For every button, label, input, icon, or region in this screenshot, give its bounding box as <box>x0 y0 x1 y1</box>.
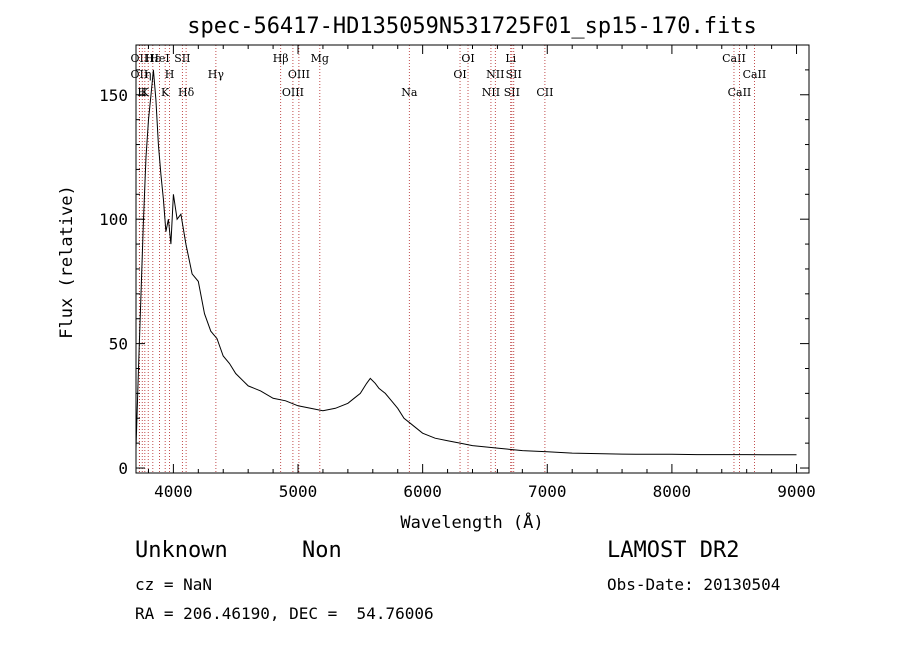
line-marker-label: OI <box>453 68 466 81</box>
y-tick-label: 0 <box>118 459 128 478</box>
x-tick-label: 4000 <box>154 482 193 501</box>
chart-title: spec-56417-HD135059N531725F01_sp15-170.f… <box>187 14 757 39</box>
x-tick-label: 9000 <box>777 482 816 501</box>
line-marker-label: CaII <box>722 52 746 65</box>
x-tick-label: 5000 <box>279 482 318 501</box>
axis-ticks: 4000 5000 6000 7000 8000 9000 0 50 100 150 <box>99 45 816 501</box>
obs-date-text: Obs-Date: 20130504 <box>607 575 781 594</box>
line-marker-label: H <box>137 86 147 99</box>
line-marker-label: Hδ <box>178 86 195 99</box>
y-tick-label: 100 <box>99 210 128 229</box>
line-marker-label: OII <box>131 68 149 81</box>
spectrum-series-line <box>135 69 797 456</box>
line-marker-label: CaII <box>743 68 767 81</box>
line-marker-label: SII <box>504 86 520 99</box>
line-marker-label: Li <box>505 52 516 65</box>
x-axis-label: Wavelength (Å) <box>400 511 543 533</box>
line-marker-label: K <box>161 86 170 99</box>
line-marker-label: Hγ <box>208 68 225 81</box>
line-marker-label: NII <box>482 86 500 99</box>
coordinates-text: RA = 206.46190, DEC = 54.76006 <box>135 604 434 623</box>
line-marker-label: Hε <box>145 52 161 65</box>
y-tick-label: 50 <box>109 335 128 354</box>
x-tick-label: 7000 <box>528 482 567 501</box>
y-axis-label: Flux (relative) <box>57 185 77 339</box>
y-tick-label: 150 <box>99 86 128 105</box>
line-markers: OIIOIIHKηHεHeIKHSIIHδHγHβOIIIOIIIMgNaOIO… <box>131 45 767 473</box>
redshift-text: cz = NaN <box>135 575 213 594</box>
line-marker-label: CII <box>536 86 553 99</box>
line-marker-label: SII <box>174 52 190 65</box>
line-marker-label: HeI <box>149 52 169 65</box>
line-marker-label: OI <box>461 52 474 65</box>
line-marker-label: K <box>141 86 150 99</box>
plot-frame <box>135 44 810 474</box>
line-marker-label: OIII <box>282 86 304 99</box>
x-tick-label: 8000 <box>653 482 692 501</box>
line-marker-label: Na <box>401 86 418 99</box>
line-marker-label: NII <box>486 68 504 81</box>
x-tick-label: 6000 <box>403 482 442 501</box>
line-marker-label: H <box>165 68 175 81</box>
object-subclass: Non <box>302 538 342 563</box>
line-marker-label: OIII <box>288 68 310 81</box>
line-marker-label: Hβ <box>273 52 289 65</box>
line-marker-label: OII <box>131 52 149 65</box>
line-marker-label: CaII <box>728 86 752 99</box>
line-marker-label: Mg <box>311 52 329 65</box>
survey-name: LAMOST DR2 <box>607 538 740 563</box>
line-marker-label: SII <box>506 68 522 81</box>
object-class: Unknown <box>135 538 228 563</box>
line-marker-label: η <box>145 68 152 81</box>
